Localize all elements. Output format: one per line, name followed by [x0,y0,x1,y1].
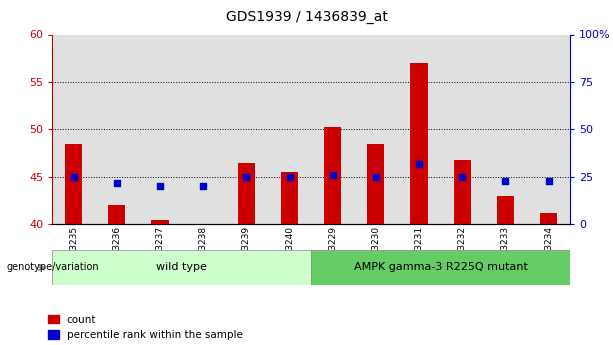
Legend: count, percentile rank within the sample: count, percentile rank within the sample [48,315,243,340]
Text: GDS1939 / 1436839_at: GDS1939 / 1436839_at [226,10,387,24]
Text: genotype/variation: genotype/variation [6,263,99,272]
Point [457,174,467,179]
Bar [151,219,169,224]
Point [112,180,122,185]
Point [414,161,424,166]
Bar [109,205,126,224]
Point [544,178,554,183]
Bar [367,144,384,224]
Text: AMPK gamma-3 R225Q mutant: AMPK gamma-3 R225Q mutant [354,263,528,272]
Text: wild type: wild type [156,263,207,272]
Point [69,174,78,179]
Bar [311,250,570,285]
Point [371,174,381,179]
Point [242,174,251,179]
Point [198,184,208,189]
Point [500,178,510,183]
Bar [65,144,82,224]
Bar [454,160,471,224]
Bar [281,172,298,224]
Bar [540,213,557,224]
Point [155,184,165,189]
Bar [410,63,428,224]
Point [284,174,294,179]
Bar [497,196,514,224]
Bar [238,162,255,224]
Bar [52,250,311,285]
Bar [324,127,341,224]
Point [328,172,338,178]
